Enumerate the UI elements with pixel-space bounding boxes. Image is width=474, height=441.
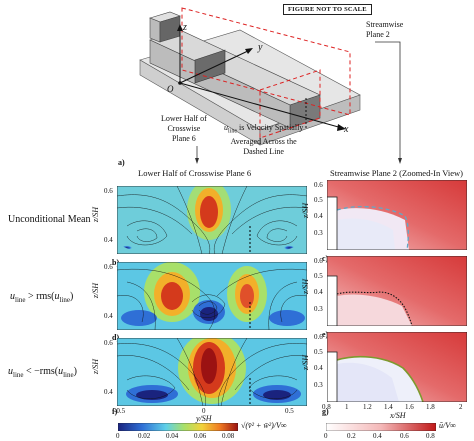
rytick-g-0: 0.6 [314, 333, 323, 341]
axis-y-label: y [258, 42, 263, 53]
right-cbar-tick-1: 0.2 [347, 432, 356, 440]
right-cbar-tick-3: 0.6 [400, 432, 409, 440]
panel-e-tag: e) [322, 330, 329, 339]
rytick-g-2: 0.4 [314, 364, 323, 372]
rytick-c-3: 0.3 [314, 229, 323, 237]
right-cbar-tick-2: 0.4 [373, 432, 382, 440]
right-cbar-tick-4: 0.8 [426, 432, 435, 440]
right-colorbar [326, 423, 436, 431]
right-xtick-3: 1.4 [384, 403, 393, 411]
row-label-positive: uline > rms(uline) [10, 291, 73, 304]
left-cbar-tick-4: 0.08 [222, 432, 235, 440]
panel-d-tag: d) [112, 333, 120, 342]
right-xtick-0: 0.8 [322, 403, 331, 411]
right-ylabel-e: z/SH [301, 278, 311, 295]
rytick-c-0: 0.6 [314, 181, 323, 189]
right-ylabel-c: z/SH [301, 202, 311, 219]
u-sub: line [59, 296, 70, 304]
streamwise-plane-label: Streamwise Plane 2 [366, 20, 404, 39]
ytick-f-04: 0.4 [104, 388, 113, 396]
right-ylabel-g: z/SH [301, 354, 311, 371]
connector-arrows [195, 41, 402, 164]
left-cbar-label: √(v̄² + w̄²)/V∞ [241, 421, 287, 430]
left-xtick-0: 0 [202, 407, 206, 415]
ytick-b-06: 0.6 [104, 187, 113, 195]
u-var: u [8, 366, 13, 377]
rytick-g-3: 0.3 [314, 381, 323, 389]
left-ylabel-d: z/SH [91, 282, 101, 299]
panel-c-contour [327, 180, 467, 250]
lt-text: < −rms( [23, 366, 59, 377]
uline-text: is Velocity Spatially Averaged Across th… [230, 123, 304, 156]
rytick-c-2: 0.4 [314, 212, 323, 220]
panel-c-tag: c) [322, 254, 329, 263]
close-text: ) [69, 291, 74, 302]
right-xtick-5: 1.8 [426, 403, 435, 411]
panel-g-contour [327, 332, 467, 402]
u-var: u [54, 291, 60, 302]
row-label-negative: uline < −rms(uline) [8, 366, 77, 379]
uline-var: u [224, 123, 228, 132]
axis-z-label: z [183, 22, 187, 33]
panel-e-contour [327, 256, 467, 326]
left-cbar-tick-2: 0.04 [166, 432, 179, 440]
left-column-title: Lower Half of Crosswise Plane 6 [138, 168, 252, 178]
not-to-scale-box: FIGURE NOT TO SCALE [283, 4, 372, 15]
right-xtick-6: 2 [459, 403, 463, 411]
panel-d-contour [117, 262, 307, 330]
right-column-title: Streamwise Plane 2 (Zoomed-In View) [330, 168, 463, 178]
rytick-e-2: 0.4 [314, 288, 323, 296]
right-cbar-label: ū/V∞ [439, 421, 456, 430]
rytick-e-3: 0.3 [314, 305, 323, 313]
right-xlabel: x/SH [390, 411, 406, 420]
ytick-d-06: 0.6 [104, 263, 113, 271]
u-sub: line [15, 296, 26, 304]
left-cbar-tick-1: 0.02 [138, 432, 151, 440]
panel-a-tag: a) [118, 158, 125, 167]
u-var: u [10, 291, 15, 302]
rytick-e-1: 0.5 [314, 272, 323, 280]
right-xtick-2: 1.2 [363, 403, 372, 411]
row-label-mean: Unconditional Mean [8, 214, 91, 225]
schematic-diagram [139, 7, 361, 146]
panel-f-tag: f) [112, 407, 118, 416]
rytick-g-1: 0.5 [314, 348, 323, 356]
ytick-b-04: 0.4 [104, 236, 113, 244]
origin-label: O [167, 84, 174, 94]
left-xtick-m05: -0.5 [114, 407, 126, 415]
left-colorbar [118, 423, 238, 431]
u-sub: line [63, 371, 74, 379]
gt-text: > rms( [25, 291, 55, 302]
right-xtick-4: 1.6 [405, 403, 414, 411]
panel-b-contour [117, 186, 307, 254]
panel-g-tag: g) [322, 407, 329, 416]
uline-sub: line [228, 128, 237, 135]
axis-x-label: x [344, 124, 349, 135]
left-xlabel: y/SH [196, 414, 212, 423]
left-ylabel-b: z/SH [91, 206, 101, 223]
left-xtick-05: 0.5 [285, 407, 294, 415]
rytick-c-1: 0.5 [314, 196, 323, 204]
right-cbar-tick-0: 0 [324, 432, 328, 440]
ytick-f-06: 0.6 [104, 339, 113, 347]
close-text: ) [73, 366, 77, 377]
u-var: u [58, 366, 64, 377]
left-ylabel-f: z/SH [91, 358, 101, 375]
right-xtick-1: 1 [345, 403, 349, 411]
left-cbar-tick-3: 0.06 [194, 432, 207, 440]
rytick-e-0: 0.6 [314, 257, 323, 265]
lower-half-label: Lower Half of Crosswise Plane 6 [161, 114, 207, 143]
uline-note: uline is Velocity Spatially Averaged Acr… [224, 123, 303, 157]
panel-b-tag: b) [112, 258, 120, 267]
panel-f-contour [117, 338, 307, 406]
ytick-d-04: 0.4 [104, 312, 113, 320]
u-sub: line [13, 371, 24, 379]
left-cbar-tick-0: 0 [116, 432, 120, 440]
